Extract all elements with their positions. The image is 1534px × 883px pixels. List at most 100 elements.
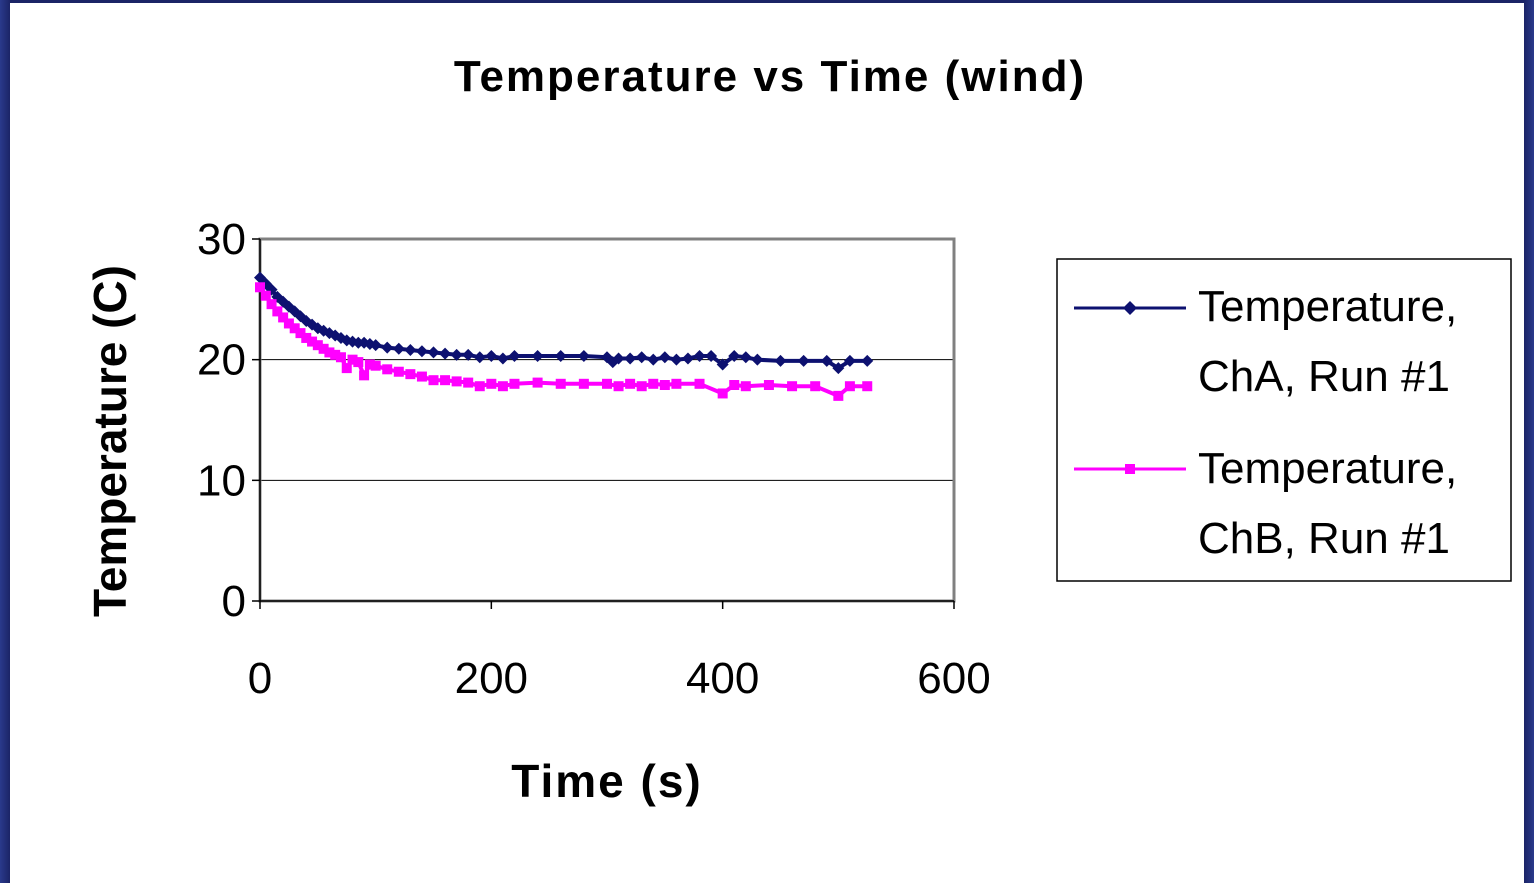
data-point-chb: [613, 381, 624, 392]
data-point-chb: [266, 299, 277, 310]
data-point-chb: [659, 380, 670, 391]
plot-area: 0 10 20 30 0 200 400 600: [197, 215, 991, 703]
data-point-chb: [318, 343, 329, 354]
data-point-chb: [353, 357, 364, 368]
x-tick-label: 600: [917, 654, 990, 703]
data-point-cha: [681, 352, 694, 365]
legend-chb-label-line1: Temperature,: [1198, 444, 1457, 493]
data-point-chb: [382, 364, 393, 375]
data-point-cha: [716, 358, 729, 371]
data-point-chb: [694, 378, 705, 389]
data-point-chb: [474, 381, 485, 392]
data-point-chb: [486, 378, 497, 389]
data-point-chb: [428, 375, 439, 386]
data-point-cha: [624, 352, 637, 365]
data-point-cha: [832, 362, 845, 375]
data-point-chb: [405, 369, 416, 380]
data-point-chb: [555, 378, 566, 389]
chart-title: Temperature vs Time (wind): [454, 52, 1086, 101]
legend-box: [1056, 258, 1512, 582]
data-point-cha: [577, 350, 590, 363]
data-point-chb: [717, 388, 728, 399]
data-point-chb: [578, 378, 589, 389]
data-point-chb: [602, 378, 612, 389]
data-point-cha: [427, 346, 440, 359]
data-point-chb: [636, 381, 647, 392]
data-point-chb: [278, 312, 289, 323]
data-point-cha: [705, 350, 718, 363]
x-tick-label: 400: [686, 654, 759, 703]
data-point-cha: [381, 341, 394, 354]
data-point-chb: [740, 381, 751, 392]
data-point-chb: [648, 378, 659, 389]
data-point-chb: [833, 390, 844, 401]
data-point-cha: [774, 354, 787, 367]
legend: Temperature, ChA, Run #1 Temperature, Ch…: [1056, 258, 1512, 582]
data-point-cha: [450, 348, 463, 361]
data-point-cha: [728, 350, 741, 363]
legend-cha-label-line1: Temperature,: [1198, 282, 1457, 331]
data-point-cha: [693, 350, 706, 363]
data-point-cha: [439, 347, 452, 360]
data-point-chb: [364, 359, 375, 370]
data-point-chb: [260, 290, 271, 301]
plot-background: [260, 239, 954, 601]
data-point-cha: [265, 283, 278, 296]
data-point-cha: [635, 351, 648, 364]
data-point-cha: [751, 353, 764, 366]
data-point-cha: [508, 350, 521, 363]
data-point-cha: [797, 354, 810, 367]
data-point-chb: [625, 378, 636, 389]
data-point-cha: [369, 339, 382, 352]
data-point-chb: [330, 349, 341, 360]
data-point-chb: [295, 328, 306, 339]
data-point-chb: [463, 377, 474, 388]
data-point-cha: [647, 353, 660, 366]
data-point-chb: [509, 378, 520, 389]
data-point-cha: [554, 350, 567, 363]
y-tick-label: 20: [197, 336, 246, 385]
data-point-chb: [532, 377, 543, 388]
data-point-chb: [416, 371, 427, 382]
x-axis-title: Time (s): [511, 755, 703, 807]
y-tick-label: 10: [197, 456, 246, 505]
data-point-chb: [347, 354, 358, 365]
data-point-chb: [671, 378, 682, 389]
legend-cha-label-line2: ChA, Run #1: [1198, 352, 1450, 401]
data-point-chb: [255, 282, 265, 293]
data-point-chb: [729, 380, 740, 391]
data-point-cha: [392, 342, 405, 355]
data-point-cha: [670, 353, 683, 366]
data-point-cha: [404, 344, 417, 357]
data-point-chb: [844, 381, 855, 392]
data-point-chb: [497, 381, 508, 392]
data-point-cha: [612, 352, 625, 365]
data-point-cha: [861, 354, 874, 367]
data-point-cha: [485, 350, 498, 363]
data-point-chb: [312, 340, 323, 351]
data-point-chb: [451, 376, 462, 387]
data-point-chb: [787, 381, 798, 392]
data-point-chb: [763, 380, 774, 391]
x-tick-label: 200: [455, 654, 528, 703]
data-point-cha: [739, 351, 752, 364]
data-point-chb: [283, 318, 294, 329]
legend-entry-chb: Temperature, ChB, Run #1: [1074, 444, 1457, 563]
data-point-chb: [335, 352, 346, 363]
data-point-cha: [531, 350, 544, 363]
data-point-chb: [289, 323, 300, 334]
data-point-cha: [415, 345, 428, 358]
data-point-chb: [301, 332, 312, 343]
data-point-cha: [658, 351, 671, 364]
data-point-cha: [462, 348, 475, 361]
data-point-chb: [272, 306, 283, 317]
data-point-cha: [496, 352, 509, 365]
data-point-chb: [440, 375, 451, 386]
y-tick-label: 0: [222, 577, 246, 626]
chart-svg: Temperature vs Time (wind) 0 10 20 30 0 200 40…: [84, 52, 1512, 807]
y-axis-title: Temperature (C): [84, 265, 136, 617]
data-point-chb: [393, 366, 404, 377]
data-point-cha: [820, 354, 833, 367]
data-point-chb: [324, 347, 335, 358]
